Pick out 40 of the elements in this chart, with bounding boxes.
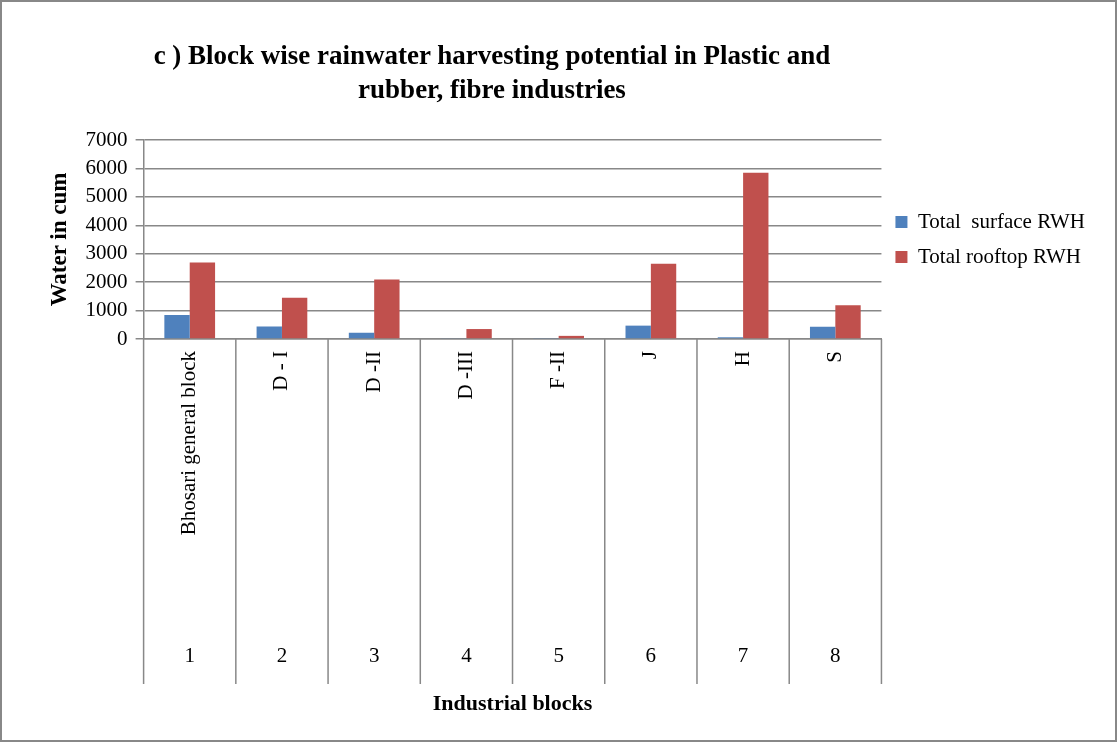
text: 4 [461,642,473,667]
y-tick-label: 4000 [85,211,128,236]
bar [189,262,216,339]
y-tick-label: 7000 [85,126,128,151]
y-tick-label: 6000 [85,154,128,179]
text: 1 [184,642,195,667]
text: 2 [276,642,288,667]
text: 5 [553,642,564,667]
y-tick-label: 0 [117,325,128,350]
x-tick-label: S [821,351,846,363]
x-tick-label: D -III [452,351,477,400]
x-tick-label: H [729,351,754,367]
x-tick-label: D -II [360,351,385,393]
y-tick-label: 5000 [85,183,128,208]
y-tick-label: 2000 [85,268,128,293]
bar [650,263,677,339]
text: 7 [737,642,749,667]
x-tick-label: D - I [268,351,293,391]
bar [743,172,769,339]
text: 6 [645,642,657,667]
bar [835,305,861,339]
bar [374,279,400,339]
text: Industrial blocks [432,689,593,715]
y-axis-title: Water in cum [45,172,71,307]
bar [466,329,492,339]
y-tick-label: 3000 [85,240,128,265]
x-tick-label: J [637,351,662,360]
chart-title: c ) Block wise rainwater harvesting potential in Plastic and rubber, fibre industries [152,39,832,106]
bar [809,326,836,339]
x-tick-label: Bhosari general block [176,350,201,536]
bar [256,326,282,339]
bar [164,315,190,339]
bar [625,325,651,339]
text: 3 [368,642,380,667]
y-tick-label: 1000 [85,297,128,322]
legend-label: Total rooftop RWH [917,243,1081,268]
legend-label: Total surface RWH [917,208,1086,233]
x-tick-label: F -II [545,351,570,389]
bar [281,297,308,339]
text: 8 [830,642,841,667]
